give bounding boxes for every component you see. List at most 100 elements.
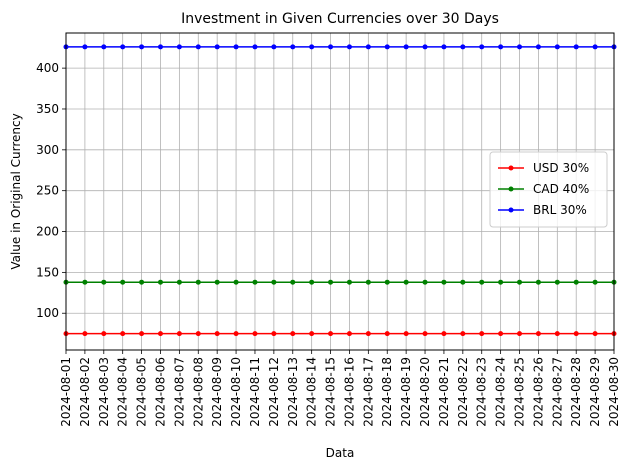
data-point <box>290 44 296 50</box>
x-tick-label: 2024-08-12 <box>267 357 281 427</box>
x-tick-label: 2024-08-15 <box>324 357 338 427</box>
data-point <box>365 279 371 285</box>
data-point <box>271 44 277 50</box>
data-point <box>328 279 334 285</box>
data-point <box>535 279 541 285</box>
x-tick-label: 2024-08-01 <box>59 357 73 427</box>
data-point <box>290 331 296 337</box>
data-point <box>233 279 239 285</box>
data-point <box>328 44 334 50</box>
data-point <box>157 331 163 337</box>
data-point <box>195 279 201 285</box>
data-point <box>422 44 428 50</box>
data-point <box>176 279 182 285</box>
series-0 <box>63 331 617 337</box>
x-tick-label: 2024-08-26 <box>531 357 545 427</box>
y-tick-label: 350 <box>36 102 59 116</box>
legend: USD 30% CAD 40% BRL 30% <box>489 151 608 228</box>
x-tick-label: 2024-08-08 <box>191 357 205 427</box>
data-point <box>101 44 107 50</box>
x-tick-label: 2024-08-06 <box>153 357 167 427</box>
data-point <box>403 44 409 50</box>
data-point <box>479 331 485 337</box>
x-tick-label: 2024-08-04 <box>116 357 130 427</box>
data-point <box>479 279 485 285</box>
data-point <box>592 44 598 50</box>
data-point <box>441 279 447 285</box>
x-tick-label: 2024-08-20 <box>418 357 432 427</box>
data-point <box>195 331 201 337</box>
data-point <box>120 279 126 285</box>
data-point <box>214 331 220 337</box>
data-point <box>157 279 163 285</box>
x-tick-label: 2024-08-22 <box>456 357 470 427</box>
data-point <box>252 44 258 50</box>
data-point <box>82 279 88 285</box>
data-point <box>517 331 523 337</box>
data-point <box>403 279 409 285</box>
data-point <box>592 331 598 337</box>
data-point <box>592 279 598 285</box>
data-point <box>176 331 182 337</box>
data-point <box>82 44 88 50</box>
data-point <box>460 331 466 337</box>
x-tick-label: 2024-08-14 <box>305 357 319 427</box>
y-tick-label: 300 <box>36 143 59 157</box>
legend-label: BRL 30% <box>533 203 587 217</box>
data-point <box>535 331 541 337</box>
y-tick-label: 200 <box>36 225 59 239</box>
data-point <box>554 279 560 285</box>
series-2 <box>63 44 617 50</box>
data-point <box>252 279 258 285</box>
legend-item: BRL 30% <box>498 203 587 217</box>
legend-box <box>489 151 608 228</box>
y-tick-label: 100 <box>36 306 59 320</box>
data-point <box>517 279 523 285</box>
data-point <box>233 331 239 337</box>
x-tick-label: 2024-08-28 <box>569 357 583 427</box>
data-point <box>290 279 296 285</box>
x-tick-label: 2024-08-09 <box>210 357 224 427</box>
x-tick-label: 2024-08-03 <box>97 357 111 427</box>
x-tick-label: 2024-08-21 <box>437 357 451 427</box>
data-point <box>120 331 126 337</box>
legend-marker <box>508 207 514 213</box>
data-point <box>498 44 504 50</box>
data-point <box>309 44 315 50</box>
y-tick-label: 250 <box>36 184 59 198</box>
data-point <box>554 44 560 50</box>
data-point <box>214 44 220 50</box>
x-tick-label: 2024-08-24 <box>494 357 508 427</box>
data-point <box>573 331 579 337</box>
axis-layer: 2024-08-01 2024-08-02 2024-08-03 2024-08-04… <box>36 61 621 427</box>
x-tick-label: 2024-08-17 <box>361 357 375 427</box>
x-tick-label: 2024-08-25 <box>513 357 527 427</box>
data-point <box>535 44 541 50</box>
data-point <box>460 44 466 50</box>
data-point <box>384 44 390 50</box>
x-tick-label: 2024-08-05 <box>135 357 149 427</box>
x-tick-label: 2024-08-18 <box>380 357 394 427</box>
data-point <box>573 44 579 50</box>
data-point <box>309 279 315 285</box>
x-tick-label: 2024-08-02 <box>78 357 92 427</box>
data-point <box>346 44 352 50</box>
legend-marker <box>508 186 514 192</box>
data-point <box>517 44 523 50</box>
x-tick-label: 2024-08-23 <box>475 357 489 427</box>
data-point <box>346 331 352 337</box>
data-point <box>252 331 258 337</box>
x-tick-label: 2024-08-19 <box>399 357 413 427</box>
data-point <box>479 44 485 50</box>
data-point <box>498 331 504 337</box>
data-point <box>120 44 126 50</box>
data-point <box>441 44 447 50</box>
data-point <box>422 279 428 285</box>
data-point <box>101 331 107 337</box>
data-point <box>403 331 409 337</box>
data-point <box>271 331 277 337</box>
data-point <box>309 331 315 337</box>
legend-item: USD 30% <box>498 161 589 175</box>
data-point <box>139 331 145 337</box>
